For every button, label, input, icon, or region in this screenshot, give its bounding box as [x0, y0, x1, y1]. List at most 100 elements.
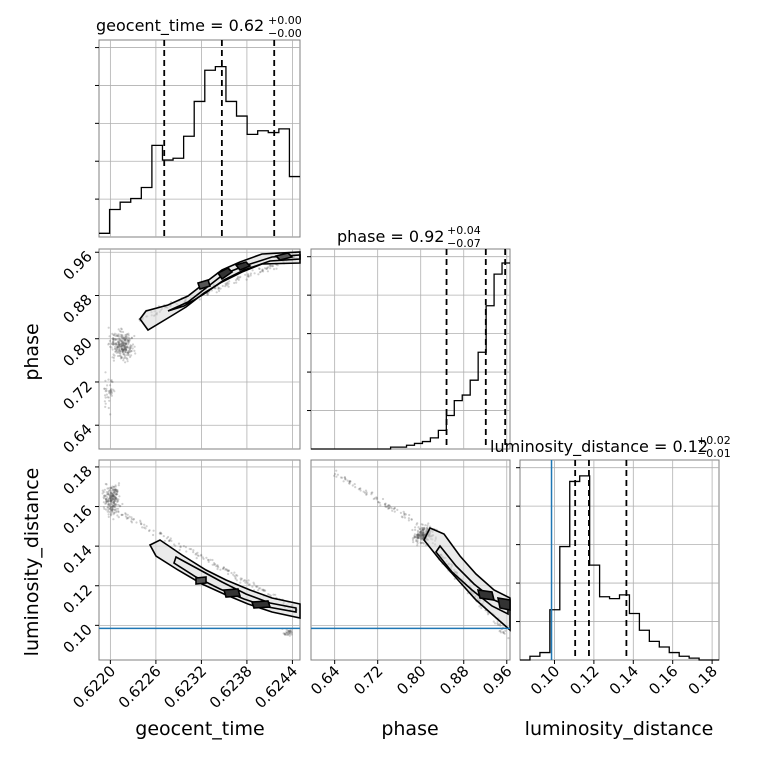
- sample-point: [109, 345, 112, 348]
- sample-point: [113, 503, 116, 506]
- sample-point: [116, 334, 119, 338]
- sample-point: [116, 346, 119, 349]
- sample-point: [106, 499, 110, 502]
- sample-point: [112, 356, 115, 359]
- sample-point: [109, 500, 112, 503]
- sample-point: [222, 567, 225, 570]
- sample-point: [116, 490, 119, 493]
- xlabel-geocent-time: geocent_time: [135, 718, 264, 740]
- contour-inner-4: [274, 252, 294, 261]
- sample-point: [122, 348, 125, 351]
- sample-point: [118, 345, 122, 348]
- sample-point: [288, 631, 291, 634]
- sample-point: [118, 354, 121, 357]
- sample-point: [427, 522, 430, 525]
- sample-point: [200, 553, 203, 557]
- sample-point: [414, 536, 417, 539]
- sample-point: [103, 494, 106, 497]
- sample-point: [224, 568, 227, 571]
- sample-point: [114, 485, 117, 488]
- sample-point: [111, 492, 114, 495]
- sample-point: [426, 526, 429, 529]
- sample-point: [227, 572, 230, 576]
- sample-point: [403, 512, 406, 515]
- sample-point: [115, 342, 118, 345]
- sample-point: [351, 484, 354, 487]
- sample-point: [422, 534, 425, 537]
- sample-point: [110, 497, 113, 500]
- sample-point: [115, 493, 118, 496]
- sample-point: [248, 583, 251, 586]
- x-tick-label: 0.6226: [115, 662, 165, 712]
- sample-point: [104, 502, 107, 505]
- sample-point: [343, 476, 346, 479]
- sample-point: [103, 387, 106, 390]
- sample-point: [112, 343, 115, 346]
- sample-point: [111, 504, 114, 507]
- sample-point: [124, 348, 127, 351]
- sample-point: [111, 505, 114, 508]
- sample-point: [285, 631, 288, 634]
- sample-point: [192, 551, 195, 554]
- sample-point: [111, 508, 114, 511]
- sample-point: [130, 349, 133, 353]
- sample-point: [120, 339, 123, 343]
- sample-point: [375, 496, 378, 499]
- sample-point: [107, 498, 110, 501]
- sample-point: [168, 539, 171, 543]
- sample-point: [109, 486, 112, 489]
- sample-point: [129, 355, 132, 359]
- sample-point: [115, 344, 119, 347]
- sample-point: [112, 488, 115, 491]
- sample-point: [109, 499, 113, 502]
- sample-point: [120, 513, 123, 517]
- sample-point: [104, 497, 107, 501]
- sample-point: [502, 631, 505, 634]
- sample-point: [124, 515, 127, 518]
- sample-point: [236, 277, 239, 280]
- sample-point: [418, 533, 421, 536]
- histogram-steps: [311, 262, 510, 450]
- sample-point: [113, 505, 116, 509]
- y-tick-label: 0.80: [59, 334, 95, 370]
- sample-point: [108, 497, 111, 500]
- sample-point: [114, 495, 117, 499]
- sample-point: [494, 622, 497, 625]
- sample-point: [386, 505, 389, 509]
- sample-point: [348, 482, 351, 485]
- sample-point: [106, 396, 109, 399]
- sample-point: [245, 278, 248, 281]
- sample-point: [125, 335, 128, 338]
- sample-point: [117, 484, 120, 487]
- sample-point: [111, 505, 114, 508]
- sample-point: [119, 339, 122, 342]
- sample-point: [110, 513, 113, 516]
- sample-point: [126, 513, 129, 516]
- sample-point: [114, 492, 117, 495]
- sample-point: [418, 528, 421, 531]
- sample-point: [110, 499, 114, 502]
- sample-point: [239, 577, 242, 580]
- contour-inner-1: [222, 588, 242, 598]
- sample-point: [216, 567, 219, 571]
- sample-point: [113, 511, 116, 514]
- sample-point: [269, 594, 272, 597]
- contour-inner-2: [234, 261, 252, 271]
- sample-point: [113, 496, 116, 499]
- sample-point: [110, 394, 113, 397]
- sample-point: [392, 507, 395, 511]
- sample-point: [216, 564, 219, 567]
- sample-point: [130, 518, 133, 521]
- xlabel-phase: phase: [381, 718, 438, 740]
- sample-point: [106, 506, 109, 509]
- sample-point: [111, 494, 114, 498]
- sample-point: [105, 498, 108, 501]
- histogram-steps: [99, 65, 300, 234]
- sample-point: [124, 350, 127, 353]
- sample-point: [115, 488, 118, 491]
- sample-point: [134, 352, 137, 355]
- sample-point: [422, 531, 425, 534]
- sample-point: [108, 497, 112, 500]
- sample-point: [262, 589, 265, 592]
- sample-point: [420, 541, 423, 544]
